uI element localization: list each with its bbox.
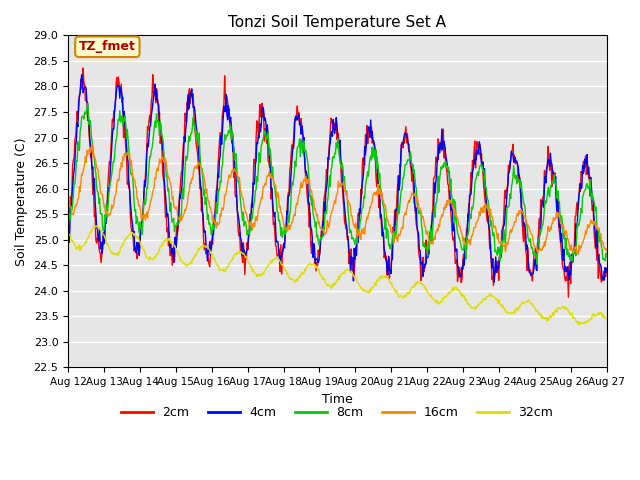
8cm xyxy=(603,254,611,260)
2cm xyxy=(564,294,572,300)
8cm xyxy=(404,158,412,164)
8cm xyxy=(419,243,427,249)
Title: Tonzi Soil Temperature Set A: Tonzi Soil Temperature Set A xyxy=(228,15,446,30)
16cm xyxy=(603,248,611,254)
Line: 2cm: 2cm xyxy=(68,68,607,297)
2cm xyxy=(79,65,87,71)
8cm xyxy=(84,101,92,107)
16cm xyxy=(213,219,221,225)
4cm xyxy=(404,134,412,140)
2cm xyxy=(404,131,412,136)
2cm xyxy=(130,248,138,254)
4cm xyxy=(419,274,427,279)
32cm xyxy=(130,232,138,238)
8cm xyxy=(74,139,82,145)
16cm xyxy=(88,142,96,148)
32cm xyxy=(603,317,611,323)
32cm xyxy=(90,223,98,228)
32cm xyxy=(213,263,221,268)
8cm xyxy=(533,261,541,267)
2cm xyxy=(64,227,72,232)
4cm xyxy=(185,106,193,112)
4cm xyxy=(78,72,86,78)
16cm xyxy=(404,204,412,210)
8cm xyxy=(213,211,221,216)
Line: 32cm: 32cm xyxy=(68,226,607,325)
Legend: 2cm, 4cm, 8cm, 16cm, 32cm: 2cm, 4cm, 8cm, 16cm, 32cm xyxy=(116,401,559,424)
32cm xyxy=(404,291,412,297)
Text: TZ_fmet: TZ_fmet xyxy=(79,40,136,53)
2cm xyxy=(185,91,193,96)
4cm xyxy=(603,265,611,271)
2cm xyxy=(74,116,82,122)
8cm xyxy=(185,133,193,139)
32cm xyxy=(64,230,72,236)
16cm xyxy=(185,190,193,195)
Y-axis label: Soil Temperature (C): Soil Temperature (C) xyxy=(15,137,28,265)
16cm xyxy=(74,196,82,202)
Line: 8cm: 8cm xyxy=(68,104,607,264)
32cm xyxy=(419,282,427,288)
4cm xyxy=(490,279,498,285)
4cm xyxy=(64,233,72,239)
X-axis label: Time: Time xyxy=(322,393,353,406)
32cm xyxy=(74,245,82,251)
16cm xyxy=(419,214,427,219)
16cm xyxy=(130,176,138,182)
2cm xyxy=(419,254,427,260)
2cm xyxy=(603,267,611,273)
4cm xyxy=(74,124,82,130)
32cm xyxy=(185,262,193,267)
16cm xyxy=(574,252,582,257)
32cm xyxy=(575,322,582,328)
16cm xyxy=(64,202,72,208)
2cm xyxy=(213,185,221,191)
8cm xyxy=(130,199,138,205)
4cm xyxy=(130,228,138,234)
Line: 16cm: 16cm xyxy=(68,145,607,254)
4cm xyxy=(213,187,221,192)
8cm xyxy=(64,213,72,219)
Line: 4cm: 4cm xyxy=(68,75,607,282)
